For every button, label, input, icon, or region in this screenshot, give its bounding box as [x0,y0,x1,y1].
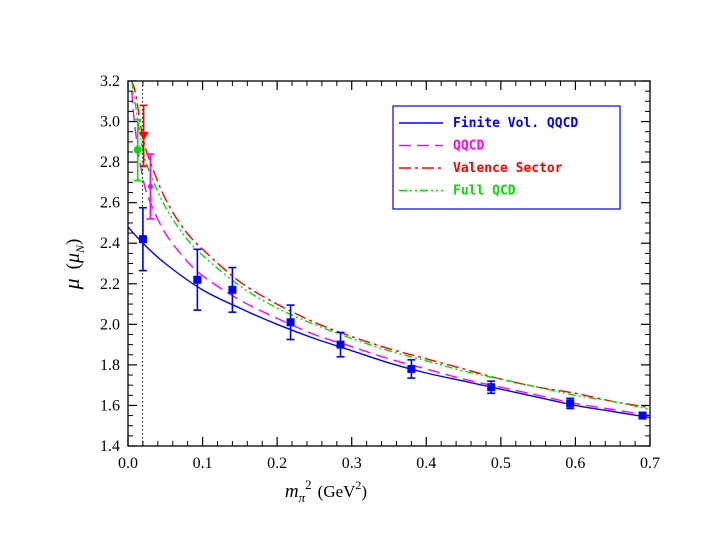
y-tick-label: 2.4 [100,235,120,252]
y-tick-label: 2.0 [100,316,120,333]
lattice-point [286,318,295,327]
y-axis-sub: N [73,244,87,254]
y-tick-label: 2.2 [100,276,120,293]
x-tick-label: 0.3 [342,455,362,472]
x-axis-sub: π [299,490,306,505]
lattice-point [407,364,416,373]
legend-label-full-qcd: Full QCD [453,184,516,199]
x-tick-label: 0.6 [565,455,585,472]
legend: Finite Vol. QQCD QQCD Valence Sector Full Q… [392,105,621,210]
x-axis-main: m [285,481,299,502]
x-tick-label: 0.1 [193,455,213,472]
y-tick-label: 1.8 [100,357,120,374]
y-axis-title: μ(μN) [59,239,87,291]
lattice-point [638,411,647,420]
y-tick-label: 1.4 [100,438,120,455]
y-axis-open: ( [63,263,84,269]
y-tick-label: 1.6 [100,397,120,414]
extrapolated-valence-sector-point [138,131,149,141]
x-tick-label: 0.2 [267,455,287,472]
lattice-point [193,275,202,284]
lattice-point [228,285,237,294]
y-tick-label: 3.0 [100,114,120,131]
lattice-point [336,340,345,349]
lattice-point [138,235,147,244]
lattice-point [566,399,575,408]
legend-label-valence-sector: Valence Sector [453,161,563,176]
data-points [133,104,647,420]
x-tick-label: 0.5 [491,455,511,472]
x-axis-unit-close: ) [361,482,367,501]
x-tick-label: 0.4 [416,455,436,472]
x-axis-unit: (GeV [318,482,356,501]
legend-label-finite-vol-qqcd: Finite Vol. QQCD [453,116,578,131]
x-axis-unit-sup: 2 [355,478,361,492]
axis-ticks: 0.0 0.1 0.2 0.3 0.4 0.5 0.6 0.7 1.4 1.6 1.8 2.0 2.2 2… [100,73,660,472]
y-axis-close: ) [63,239,84,245]
y-tick-label: 3.2 [100,73,120,90]
y-tick-label: 2.8 [100,154,120,171]
x-axis-sup: 2 [305,477,312,492]
y-axis-mu: μ [62,253,84,264]
x-axis-title: mπ2 (GeV2) [285,477,367,505]
lattice-point [487,383,496,392]
curve-finite-vol-qqcd [127,226,651,419]
x-tick-label: 0.0 [118,455,138,472]
y-axis-main: μ [59,278,84,290]
x-tick-label: 0.7 [640,455,660,472]
legend-label-qqcd: QQCD [453,139,484,154]
extrapolated-full-qcd-point [133,145,142,154]
y-tick-label: 2.6 [100,195,120,212]
extrapolated-qqcd-point [147,182,154,191]
